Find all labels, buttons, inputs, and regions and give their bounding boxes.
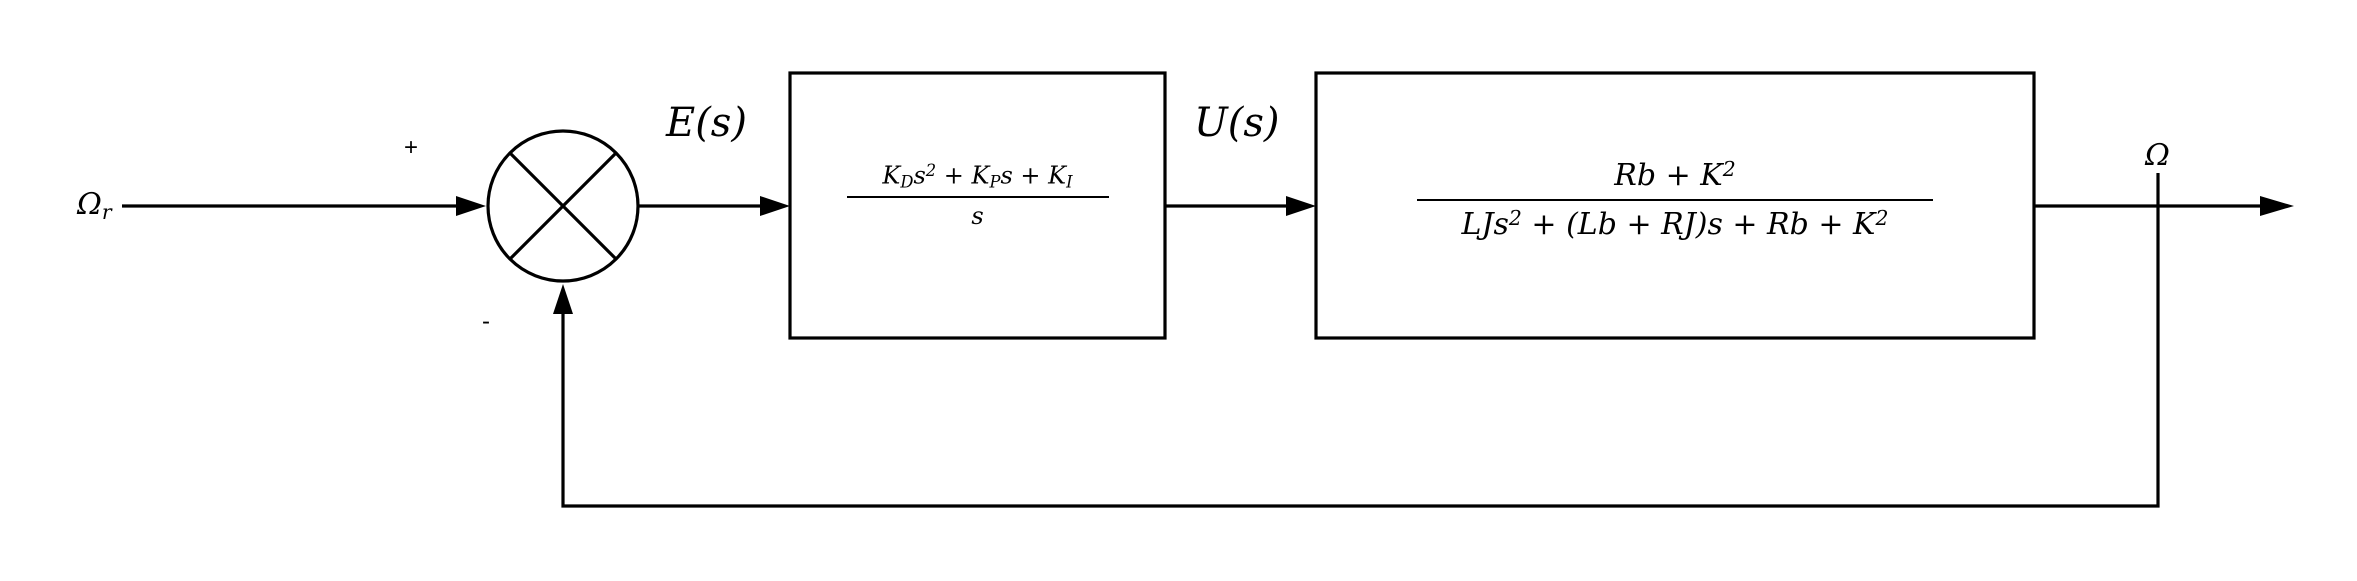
output-arrowhead xyxy=(2260,196,2294,216)
control-signal-arrowhead xyxy=(1286,196,1316,216)
reference-input-label: Ωr xyxy=(77,187,112,225)
summing-junction xyxy=(486,129,640,283)
output-label: Ω xyxy=(2145,138,2170,173)
plus-sign: + xyxy=(404,134,419,161)
feedback-arrowhead xyxy=(553,284,573,314)
plant-numerator: Rb + K2 xyxy=(1614,157,1736,194)
controller-numerator: KDs2 + KPs + KI xyxy=(882,161,1073,192)
control-signal-label: U(s) xyxy=(1194,100,1280,146)
controller-denominator: s xyxy=(971,202,984,231)
minus-sign: - xyxy=(482,308,490,335)
plant-transfer-function: Rb + K2 LJs2 + (Lb + RJ)s + Rb + K2 xyxy=(1316,157,2034,242)
error-signal-arrowhead xyxy=(760,196,790,216)
feedback-path xyxy=(561,173,2160,508)
error-signal-label: E(s) xyxy=(666,100,747,146)
plant-denominator: LJs2 + (Lb + RJ)s + Rb + K2 xyxy=(1461,206,1889,243)
plant-block xyxy=(1314,71,2036,340)
controller-block xyxy=(788,71,1167,340)
reference-input-arrowhead xyxy=(456,196,486,216)
controller-transfer-function: KDs2 + KPs + KI s xyxy=(790,161,1165,230)
